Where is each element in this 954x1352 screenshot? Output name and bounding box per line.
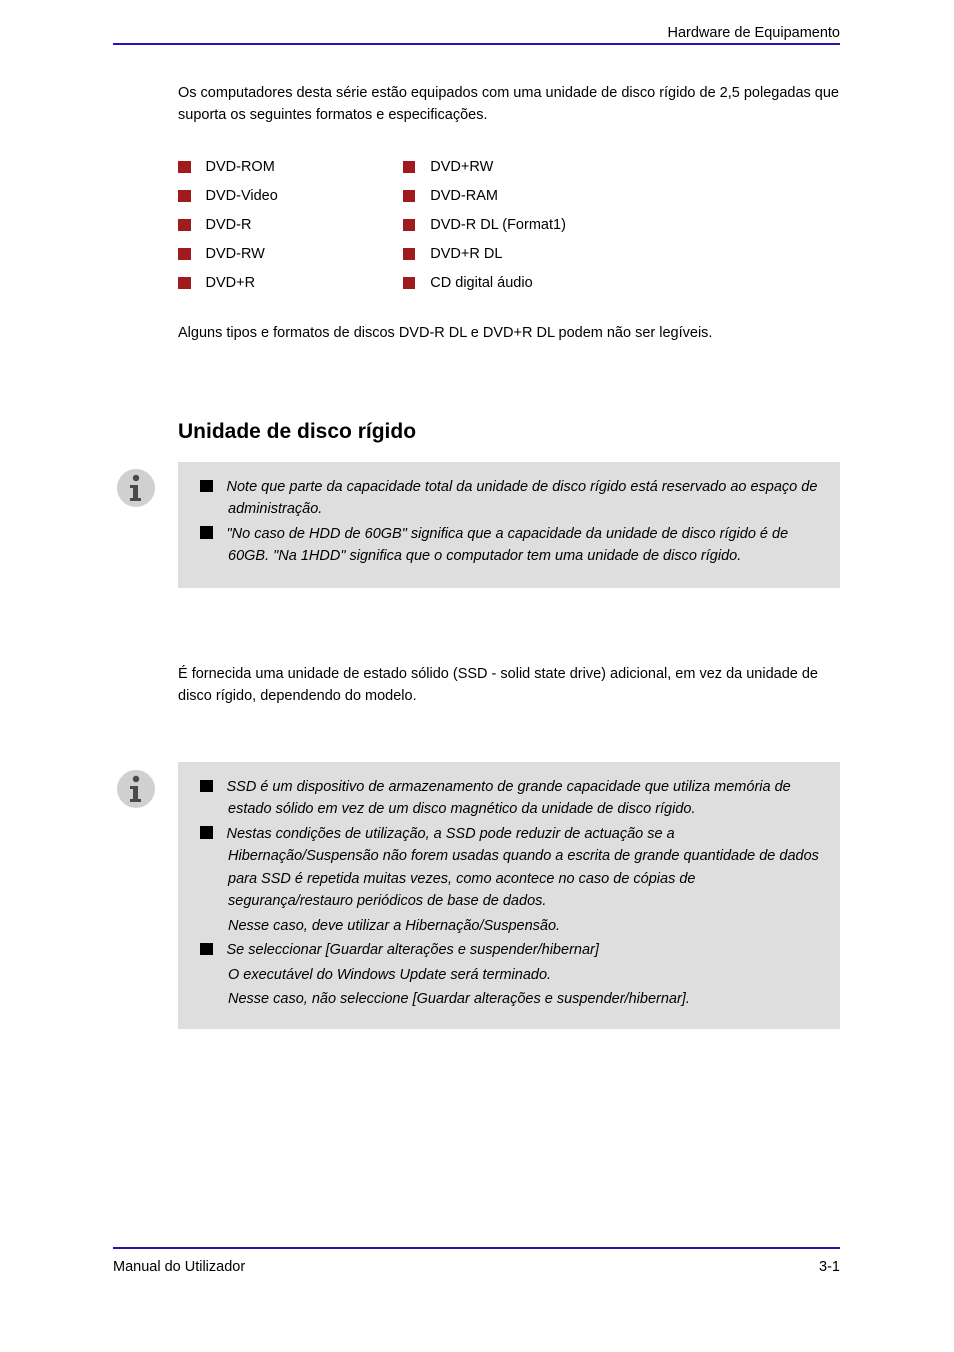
- list-item: DVD+R: [178, 272, 278, 294]
- footer-rule: [113, 1247, 840, 1249]
- footer-left: Manual do Utilizador: [113, 1256, 245, 1278]
- square-bullet-icon: [403, 161, 416, 174]
- bullet-column-right: DVD+RW DVD-RAM DVD-R DL (Format1) DVD+R …: [403, 156, 566, 294]
- compat-note: Alguns tipos e formatos de discos DVD-R …: [178, 322, 840, 344]
- list-item: DVD-R DL (Format1): [403, 214, 566, 236]
- info-icon: [116, 769, 156, 809]
- note-item: O executável do Windows Update será term…: [200, 964, 820, 986]
- footer-right: 3-1: [819, 1256, 840, 1278]
- note-box-ssd: SSD é um dispositivo de armazenamento de…: [178, 762, 840, 1029]
- bullet-label: DVD+RW: [430, 156, 493, 178]
- note-item: Note que parte da capacidade total da un…: [227, 479, 818, 517]
- square-bullet-icon: [178, 161, 191, 174]
- bullet-label: DVD-RAM: [430, 185, 498, 207]
- info-icon: [116, 468, 156, 508]
- bullet-label: DVD+R: [206, 272, 256, 294]
- bullet-label: DVD-R DL (Format1): [430, 214, 566, 236]
- note-item: Se seleccionar [Guardar alterações e sus…: [227, 942, 599, 958]
- bullet-column-left: DVD-ROM DVD-Video DVD-R DVD-RW DVD+R: [178, 156, 278, 294]
- square-bullet-icon: [178, 190, 191, 203]
- section-heading-hdd: Unidade de disco rígido: [178, 416, 840, 449]
- bullet-label: DVD-R: [206, 214, 252, 236]
- square-bullet-icon: [403, 248, 416, 261]
- running-header: Hardware de Equipamento: [668, 22, 841, 44]
- list-item: DVD+RW: [403, 156, 566, 178]
- list-item: DVD-R: [178, 214, 278, 236]
- square-bullet-icon: [403, 277, 416, 290]
- note-box-hdd: Note que parte da capacidade total da un…: [178, 462, 840, 588]
- bullet-label: CD digital áudio: [430, 272, 532, 294]
- bullet-label: DVD-RW: [206, 243, 265, 265]
- format-list: DVD-ROM DVD-Video DVD-R DVD-RW DVD+R DVD…: [178, 156, 840, 294]
- list-item: DVD+R DL: [403, 243, 566, 265]
- intro-paragraph: Os computadores desta série estão equipa…: [178, 82, 840, 127]
- list-item: DVD-Video: [178, 185, 278, 207]
- list-item: DVD-RAM: [403, 185, 566, 207]
- square-bullet-icon: [403, 190, 416, 203]
- note-item: Nestas condições de utilização, a SSD po…: [227, 826, 819, 909]
- note-item: Nesse caso, deve utilizar a Hibernação/S…: [200, 915, 820, 937]
- list-item: DVD-ROM: [178, 156, 278, 178]
- list-item: CD digital áudio: [403, 272, 566, 294]
- square-bullet-icon: [178, 248, 191, 261]
- square-bullet-icon: [178, 277, 191, 290]
- note-item: Nesse caso, não seleccione [Guardar alte…: [200, 988, 820, 1010]
- square-bullet-icon: [178, 219, 191, 232]
- bullet-label: DVD-Video: [206, 185, 278, 207]
- ssd-paragraph: É fornecida uma unidade de estado sólido…: [178, 663, 840, 708]
- note-item: SSD é um dispositivo de armazenamento de…: [227, 779, 791, 817]
- list-item: DVD-RW: [178, 243, 278, 265]
- note-item: "No caso de HDD de 60GB" significa que a…: [227, 526, 789, 564]
- bullet-label: DVD-ROM: [206, 156, 275, 178]
- bullet-label: DVD+R DL: [430, 243, 502, 265]
- square-bullet-icon: [403, 219, 416, 232]
